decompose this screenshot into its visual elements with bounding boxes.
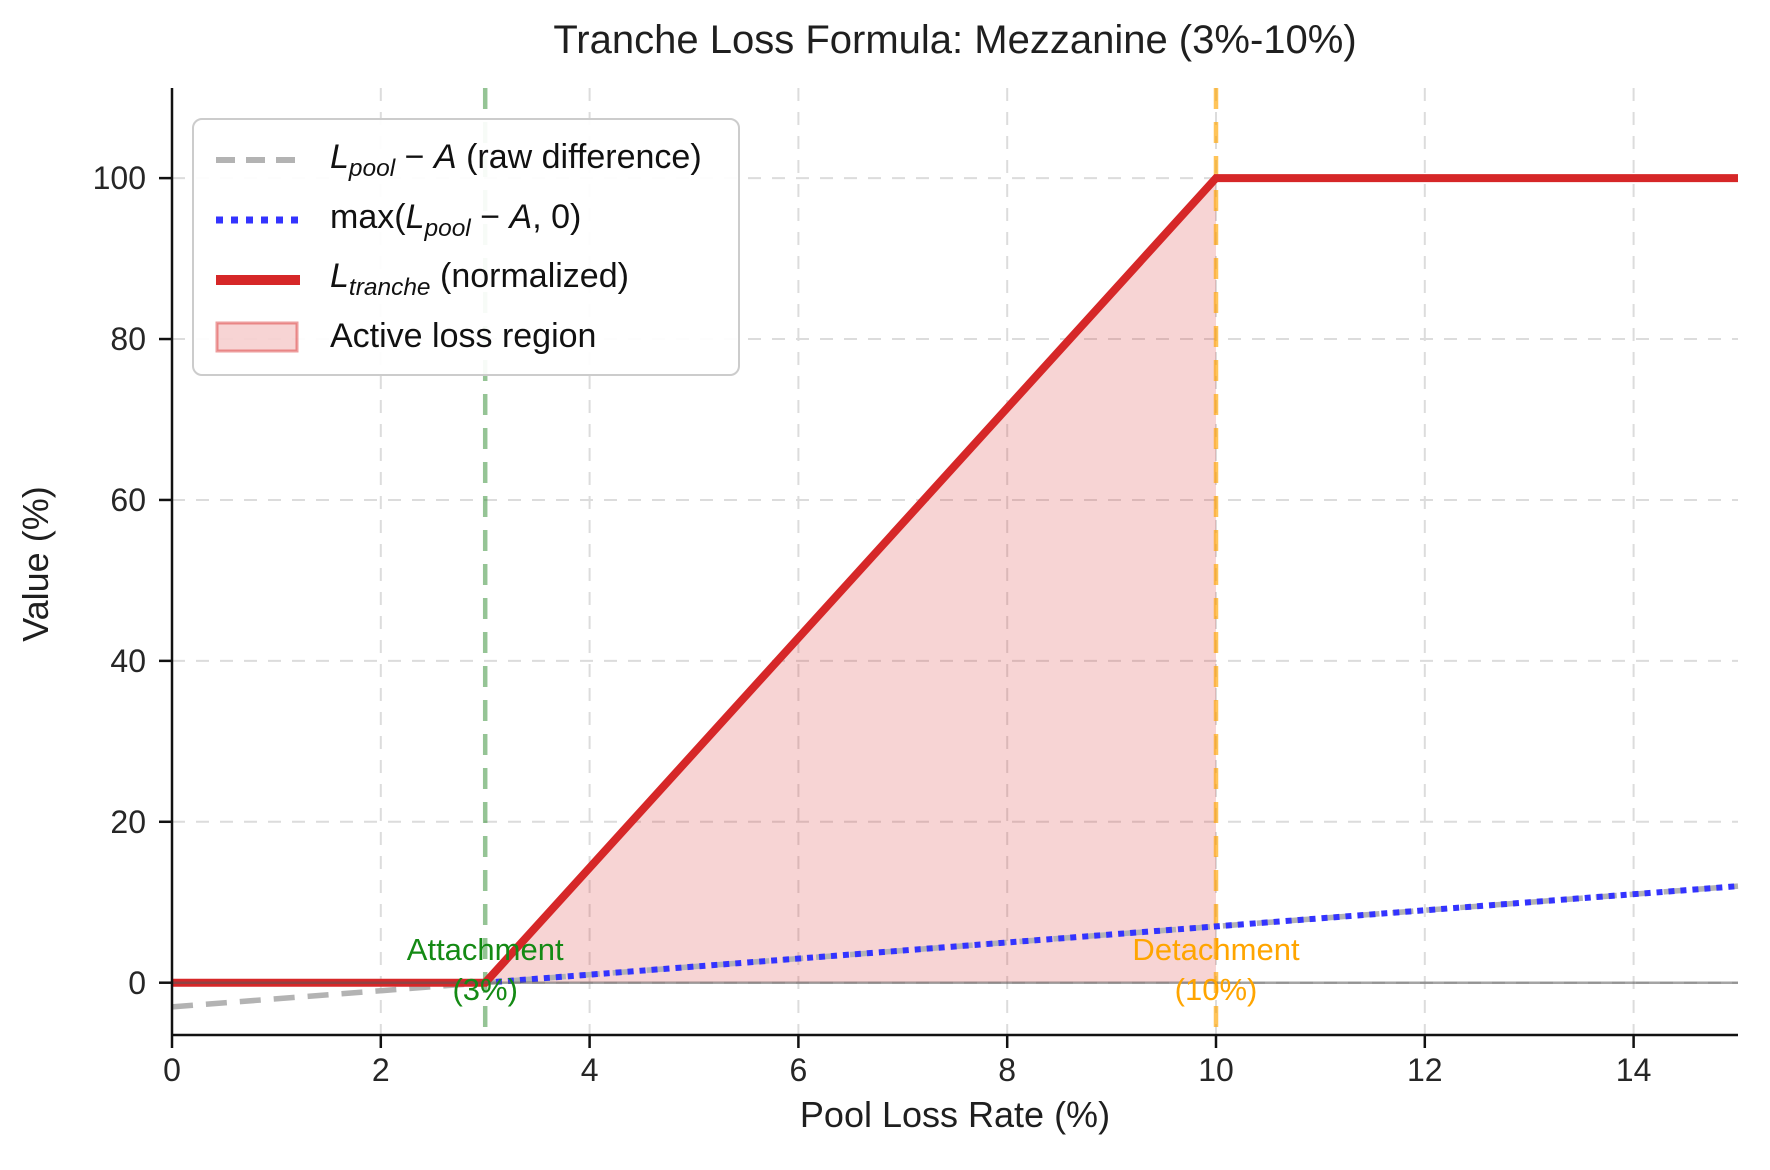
attachment-label: Attachment (3%)	[407, 930, 564, 1010]
legend-label: Lpool − A (raw difference)	[330, 137, 702, 182]
detachment-label: Detachment (10%)	[1132, 930, 1299, 1010]
y-tick-label: 60	[110, 481, 146, 518]
y-tick-label: 0	[128, 964, 146, 1001]
x-tick-label: 14	[1615, 1052, 1652, 1088]
y-tick-label: 20	[110, 803, 146, 840]
legend-label: max(Lpool − A, 0)	[330, 197, 582, 242]
gray-dashed-line-swatch	[216, 156, 300, 163]
legend-item-active-loss-region: Active loss region	[212, 317, 720, 356]
annotation-line2: (3%)	[452, 972, 518, 1007]
legend-item-tranche: Ltranche (normalized)	[212, 257, 720, 302]
x-tick-label: 6	[789, 1052, 808, 1088]
annotation-line1: Detachment	[1132, 932, 1300, 967]
annotation-line1: Attachment	[406, 932, 564, 967]
chart-title: Tranche Loss Formula: Mezzanine (3%-10%)	[553, 18, 1357, 62]
blue-dotted-line-swatch	[216, 216, 300, 224]
legend-label: Ltranche (normalized)	[330, 257, 629, 302]
x-tick-label: 8	[998, 1052, 1017, 1088]
x-tick-label: 4	[580, 1052, 599, 1088]
y-axis-label: Value (%)	[15, 486, 56, 642]
red-solid-line-swatch	[216, 274, 300, 285]
y-tick-label: 40	[110, 642, 146, 679]
x-tick-label: 12	[1407, 1052, 1443, 1088]
y-tick-label: 80	[110, 321, 146, 358]
x-tick-label: 0	[163, 1052, 181, 1088]
x-tick-label: 2	[371, 1052, 390, 1088]
legend: Lpool − A (raw difference) max(Lpool − A…	[192, 118, 740, 376]
pink-region-swatch	[215, 321, 299, 353]
annotation-line2: (10%)	[1174, 972, 1258, 1007]
legend-item-raw-difference: Lpool − A (raw difference)	[212, 138, 720, 183]
x-tick-label: 10	[1198, 1052, 1234, 1088]
y-tick-label: 100	[92, 160, 146, 197]
legend-item-hinge: max(Lpool − A, 0)	[212, 198, 720, 243]
legend-label: Active loss region	[330, 317, 597, 356]
x-axis-label: Pool Loss Rate (%)	[799, 1094, 1111, 1135]
